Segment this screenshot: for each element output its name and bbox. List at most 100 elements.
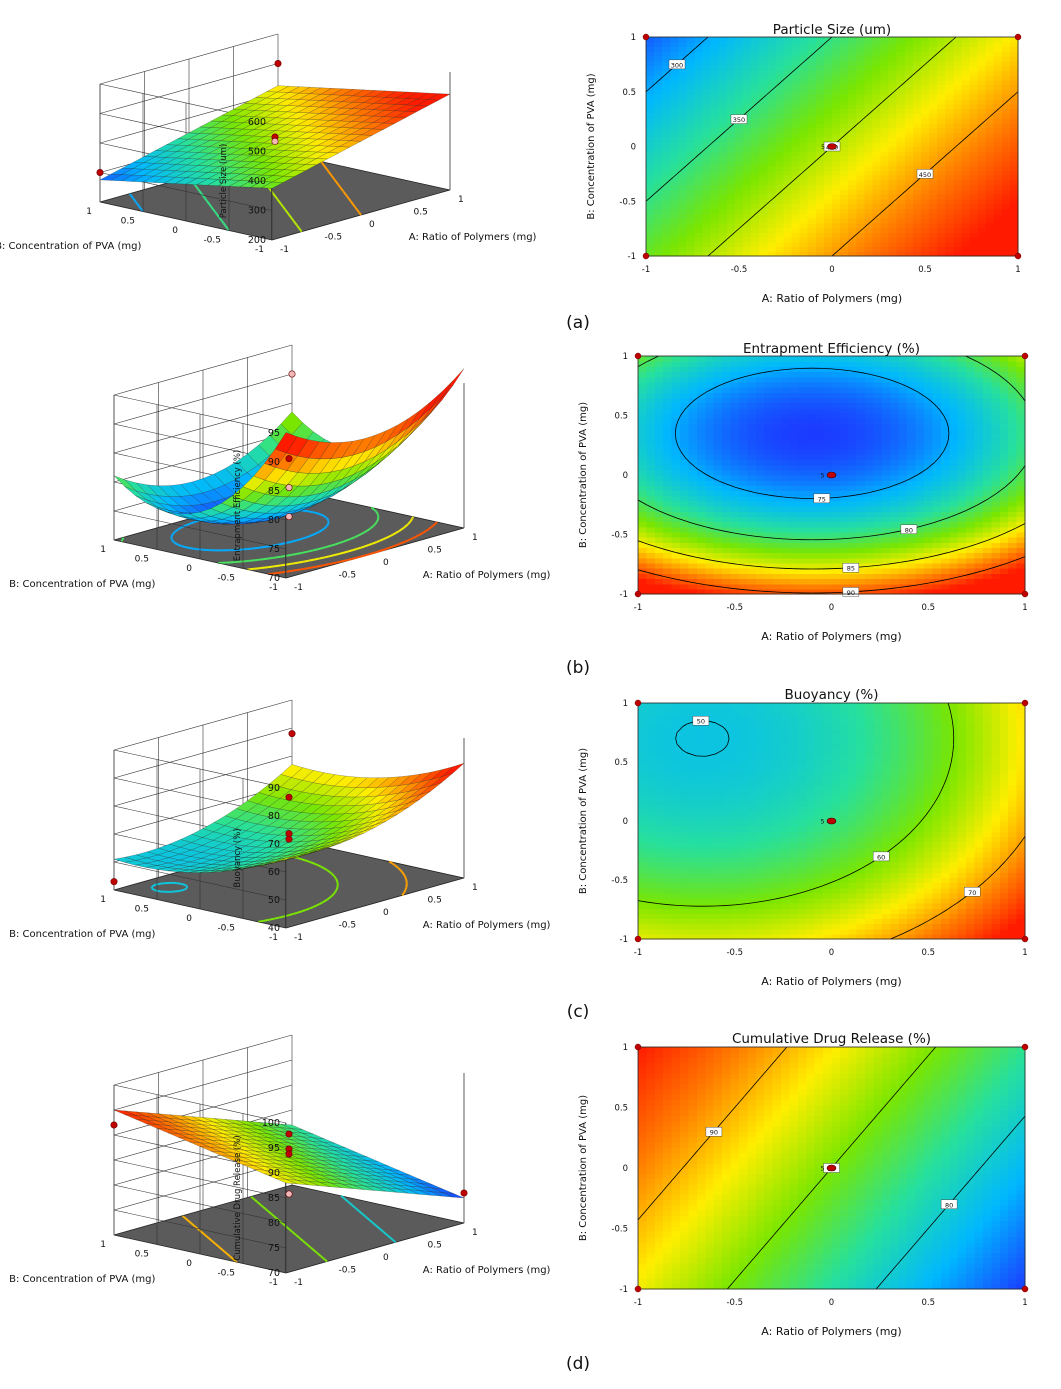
heat-cell: [856, 170, 865, 176]
heat-cell: [807, 222, 817, 229]
heat-cell: [823, 113, 833, 119]
heat-cell: [670, 75, 679, 81]
floor-contour-b: [374, 509, 378, 513]
heat-cell: [791, 89, 801, 95]
heat-cell: [920, 75, 930, 81]
heat-cell: [872, 79, 882, 86]
heat-cell: [710, 108, 720, 114]
heat-cell: [896, 217, 906, 224]
heat-cell: [807, 170, 817, 176]
heat-cell: [783, 94, 793, 100]
heat-cell: [678, 208, 688, 214]
heat-cell: [678, 194, 688, 200]
floor-contour-a: [340, 187, 344, 191]
heat-cell: [856, 41, 865, 48]
heat-cell: [888, 127, 898, 133]
heat-cell: [722, 454, 732, 461]
heat-cell: [638, 412, 648, 419]
floor-contour-a: [349, 200, 352, 203]
heat-cell: [872, 70, 882, 76]
heat-cell: [880, 127, 890, 133]
heat-cell: [888, 156, 898, 162]
floor-contour-a: [194, 184, 197, 187]
heat-cell: [961, 170, 971, 176]
heat-cell: [985, 160, 995, 167]
heat-cell: [710, 208, 720, 214]
heat-cell: [807, 113, 817, 119]
b-tick-label-a: 0.5: [121, 217, 135, 227]
heat-cell: [654, 175, 663, 181]
heat-cell: [937, 175, 946, 181]
heat-cell: [713, 562, 723, 569]
heat-cell: [767, 222, 776, 229]
heat-cell: [775, 75, 785, 81]
heat-cell: [755, 480, 765, 486]
heat-cell: [705, 490, 715, 497]
floor-contour-a: [222, 221, 225, 224]
heat-cell: [663, 361, 673, 367]
floor-contour-c: [400, 870, 403, 873]
heat-cell: [671, 531, 681, 538]
heat-cell: [654, 194, 663, 200]
heat-cell: [755, 397, 765, 404]
heat-cell: [888, 151, 898, 157]
heat-cell: [832, 198, 841, 205]
heat-cell: [751, 60, 760, 67]
heat-cell: [864, 98, 874, 105]
floor-contour-c: [404, 887, 408, 890]
heat-cell: [977, 70, 987, 76]
heat-cell: [718, 37, 728, 43]
design-point-c: [285, 835, 293, 843]
heat-cell: [738, 433, 748, 440]
heat-cell: [815, 179, 825, 186]
heat-cell: [791, 246, 801, 252]
heat-cell: [755, 423, 765, 430]
heat-cell: [888, 194, 898, 200]
heat-cell: [686, 194, 696, 200]
heat-cell: [799, 132, 809, 138]
heat-cell: [705, 495, 715, 502]
heat-cell: [646, 175, 655, 181]
heat-cell: [791, 108, 801, 114]
floor-contour-a: [358, 212, 362, 216]
heat-cell: [823, 79, 833, 86]
floor-contour-a: [280, 204, 284, 208]
heat-cell: [734, 160, 744, 167]
heat-cell: [767, 141, 776, 148]
heat-cell: [823, 94, 833, 100]
floor-contour-b: [356, 546, 362, 550]
floor-contour-d: [210, 1239, 213, 1242]
heat-cell: [678, 51, 688, 57]
heat-cell: [815, 198, 825, 205]
heat-cell: [654, 562, 664, 569]
heat-cell: [678, 79, 688, 86]
floor-contour-b: [368, 542, 374, 546]
heat-cell: [977, 41, 987, 48]
center-replicate-label-a: 5: [821, 144, 825, 151]
heat-cell: [646, 449, 656, 455]
heat-cell: [904, 89, 914, 95]
floor-contour-d: [341, 1196, 345, 1200]
heat-cell: [734, 65, 744, 71]
heat-cell: [969, 151, 979, 157]
heat-cell: [662, 108, 671, 114]
heat-cell: [1001, 60, 1011, 67]
heat-cell: [823, 156, 833, 162]
floor-contour-c: [388, 860, 391, 863]
design-point-d: [460, 1189, 468, 1197]
heat-cell: [638, 454, 648, 461]
floor-contour-d: [351, 1204, 355, 1208]
heat-cell: [710, 98, 720, 105]
heat-cell: [646, 108, 655, 114]
heat-cell: [807, 227, 817, 233]
heat-cell: [993, 84, 1003, 90]
heat-cell: [751, 222, 760, 229]
heat-cell: [718, 46, 728, 52]
heat-cell: [734, 75, 744, 81]
heat-cell: [783, 56, 793, 62]
heat-cell: [670, 156, 679, 162]
heat-cell: [920, 41, 930, 48]
heat-cell: [663, 557, 673, 564]
heat-cell: [985, 208, 995, 214]
heat-cell: [993, 175, 1003, 181]
